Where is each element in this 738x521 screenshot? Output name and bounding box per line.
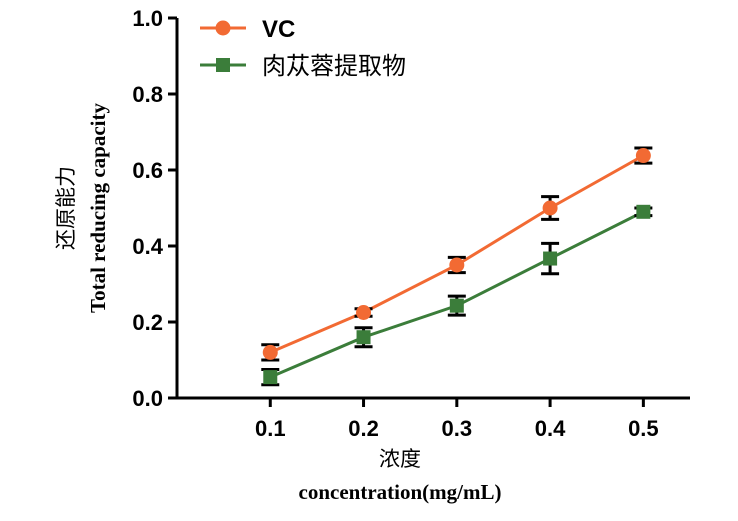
data-point bbox=[449, 257, 465, 273]
data-point bbox=[636, 204, 651, 219]
series-layer bbox=[261, 146, 653, 387]
x-tick-label: 0.2 bbox=[348, 416, 379, 441]
data-point bbox=[263, 370, 278, 385]
legend-item: VC bbox=[200, 16, 295, 43]
legend-label: VC bbox=[262, 16, 295, 43]
x-axis-title-cn: 浓度 bbox=[379, 447, 421, 471]
data-point bbox=[542, 200, 558, 216]
x-axis-title-en: concentration(mg/mL) bbox=[299, 480, 502, 504]
y-axis-title-en: Total reducing capacity bbox=[86, 102, 110, 313]
y-tick-label: 0.2 bbox=[132, 310, 163, 335]
series-line bbox=[269, 210, 645, 379]
legend-swatch-marker bbox=[215, 20, 231, 36]
legend-label: 肉苁蓉提取物 bbox=[262, 53, 406, 80]
series-line bbox=[269, 154, 645, 354]
data-point bbox=[356, 305, 372, 320]
axes bbox=[175, 18, 690, 400]
ticks: 0.0 0.2 0.4 0.6 0.8 1.0 0.1 0.2 0.3 0.4 0.5 bbox=[132, 6, 658, 441]
x-tick-label: 0.3 bbox=[442, 416, 473, 441]
y-tick-label: 0.6 bbox=[132, 158, 163, 183]
data-point bbox=[543, 251, 558, 266]
y-tick-label: 0.8 bbox=[132, 82, 163, 107]
y-tick-label: 0.0 bbox=[132, 386, 163, 411]
x-tick-label: 0.4 bbox=[535, 416, 566, 441]
data-point bbox=[635, 148, 651, 164]
y-axis-title-cn: 还原能力 bbox=[54, 166, 78, 250]
x-tick-label: 0.1 bbox=[255, 416, 286, 441]
series-1 bbox=[261, 146, 653, 362]
x-tick-label: 0.5 bbox=[628, 416, 659, 441]
legend-item: 肉苁蓉提取物 bbox=[200, 53, 406, 80]
data-point bbox=[356, 330, 371, 345]
data-point bbox=[449, 298, 464, 313]
legend: VC 肉苁蓉提取物 bbox=[200, 16, 406, 80]
y-tick-label: 1.0 bbox=[132, 6, 163, 31]
series-2 bbox=[261, 204, 653, 387]
legend-swatch-marker bbox=[216, 58, 230, 72]
data-point bbox=[262, 344, 278, 360]
y-tick-label: 0.4 bbox=[132, 234, 163, 259]
